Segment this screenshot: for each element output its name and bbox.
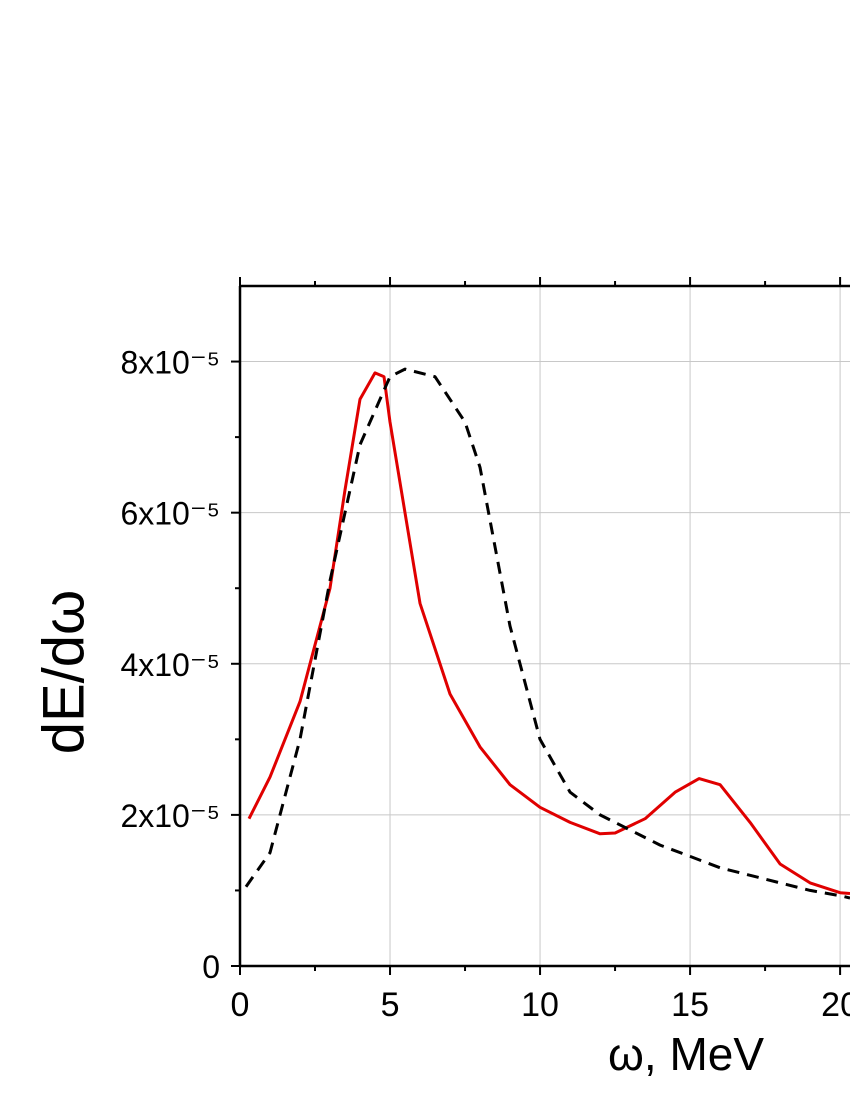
grid	[239, 286, 850, 967]
x-tick-label: 0	[231, 986, 250, 1024]
x-tick-label: 15	[671, 986, 709, 1024]
x-tick-label: 10	[521, 986, 559, 1024]
x-tick-label: 5	[381, 986, 400, 1024]
y-tick-label: 2x10⁻⁵	[120, 798, 220, 834]
x-tick-label: 20	[821, 986, 850, 1024]
y-axis-title: dE/dω	[31, 590, 96, 755]
data-line	[244, 367, 850, 900]
y-tick-label: 0	[202, 949, 220, 985]
x-axis-title: ω, MeV	[608, 1028, 764, 1080]
plot-lines	[244, 367, 850, 900]
y-tick-label: 6x10⁻⁵	[120, 496, 220, 532]
y-tick-label: 4x10⁻⁵	[120, 647, 220, 683]
y-tick-label: 8x10⁻⁵	[120, 345, 220, 381]
data-line	[247, 371, 850, 895]
axes: 0 5 10 15 20 0 2x10⁻⁵ 4x10⁻⁵ 6x10⁻⁵ 8x10⁻⁵	[120, 277, 850, 1024]
